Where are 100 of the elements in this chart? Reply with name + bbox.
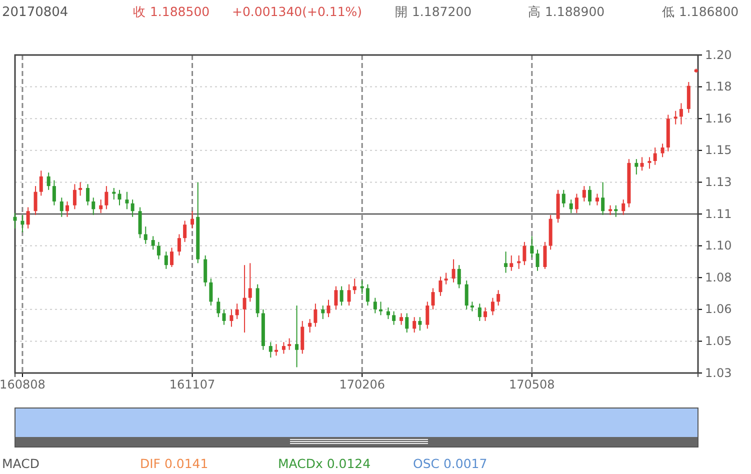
candlestick [588, 186, 592, 206]
candlestick [288, 338, 292, 350]
candlestick [130, 199, 134, 218]
candlestick [522, 241, 526, 266]
x-tick-label: 170206 [339, 378, 386, 392]
candlestick [248, 262, 252, 302]
candlestick [118, 189, 122, 206]
candlestick [574, 193, 578, 214]
y-tick-label: 1.08 [705, 270, 732, 284]
candlestick [99, 199, 103, 214]
candlestick [412, 316, 416, 334]
candlestick [334, 286, 338, 310]
candlestick [504, 251, 508, 274]
candlestick [170, 247, 174, 268]
candlestick [60, 197, 64, 218]
candlestick [92, 197, 96, 216]
candlestick [622, 199, 626, 216]
candlestick [400, 312, 404, 326]
y-tick-label: 1.16 [705, 111, 732, 126]
candlestick [268, 342, 272, 358]
candlestick [190, 210, 194, 229]
text: 低 1.186800 [662, 4, 739, 19]
candlestick [209, 278, 213, 306]
candlestick [426, 301, 430, 330]
candlestick [222, 308, 226, 326]
candlestick [595, 193, 599, 206]
candlestick [640, 156, 644, 172]
candlestick [543, 241, 547, 270]
candlestick [674, 110, 678, 125]
candlestick [112, 187, 116, 200]
candlestick [386, 306, 390, 320]
candlestick [347, 284, 351, 306]
candlestick [66, 200, 69, 218]
candlestick [470, 301, 474, 312]
candlestick [608, 204, 612, 216]
candlestick [340, 286, 344, 306]
candlestick [13, 212, 17, 229]
x-tick-label: 161107 [169, 378, 216, 392]
candlestick [151, 236, 155, 250]
candlestick [300, 320, 304, 354]
candlestick [314, 303, 318, 328]
candlestick [530, 236, 534, 258]
candlestick [308, 318, 312, 334]
candlestick [457, 264, 461, 289]
candlestick [517, 254, 521, 270]
text: DIF 0.0141 [140, 456, 208, 471]
candlestick [216, 297, 220, 318]
candlestick [52, 180, 56, 206]
candlestick [282, 342, 286, 354]
candlestick [373, 297, 377, 314]
candlestick [46, 172, 50, 190]
candlestick [104, 186, 108, 210]
y-tick-label: 1.06 [705, 302, 732, 316]
y-tick-label: 1.10 [705, 238, 732, 253]
candlestick [274, 344, 278, 356]
candlestick [614, 204, 618, 218]
candlestick [490, 297, 494, 316]
candlestick [464, 280, 468, 310]
candlestick [484, 306, 488, 322]
candlestick [648, 156, 652, 170]
y-tick-label: 1.18 [705, 80, 732, 94]
candlestick [438, 276, 442, 296]
text: 開 1.187200 [395, 4, 472, 19]
candlestick [144, 226, 148, 244]
text: 高 1.188900 [528, 4, 605, 19]
candlestick [679, 102, 683, 125]
candlestick [295, 305, 299, 368]
candlestick [20, 214, 24, 233]
candlestick [39, 170, 43, 196]
y-tick-label: 1.13 [705, 175, 732, 190]
candlestick [510, 254, 514, 272]
candlestick [242, 264, 246, 334]
candlestick [536, 249, 540, 272]
candlestick [379, 301, 383, 316]
x-tick-label: 170508 [509, 378, 555, 392]
candlestick [392, 310, 396, 326]
candlestick [686, 81, 690, 114]
candlestick [235, 303, 239, 320]
y-tick-label: 1.03 [705, 366, 732, 380]
candlestick [653, 147, 657, 166]
candlestick [34, 186, 38, 216]
candlestick [125, 191, 129, 210]
candlestick [634, 158, 638, 175]
candlestick [405, 312, 409, 334]
text: MACD [2, 456, 40, 471]
text: +0.001340(+0.11%) [232, 4, 362, 19]
candlestick [431, 288, 435, 310]
candlestick [230, 308, 234, 328]
candlestick [72, 184, 76, 210]
candlestick [452, 258, 456, 283]
candlestick [26, 206, 30, 229]
y-tick-label: 1.11 [705, 206, 732, 221]
text: 收 1.188500 [133, 4, 210, 19]
candlestick [569, 199, 573, 214]
candlestick [164, 251, 168, 270]
text: OSC 0.0017 [413, 456, 488, 471]
candlestick [478, 303, 482, 322]
text: MACDx 0.0124 [278, 456, 371, 471]
candlestick [204, 254, 208, 287]
candlestick [138, 206, 142, 239]
